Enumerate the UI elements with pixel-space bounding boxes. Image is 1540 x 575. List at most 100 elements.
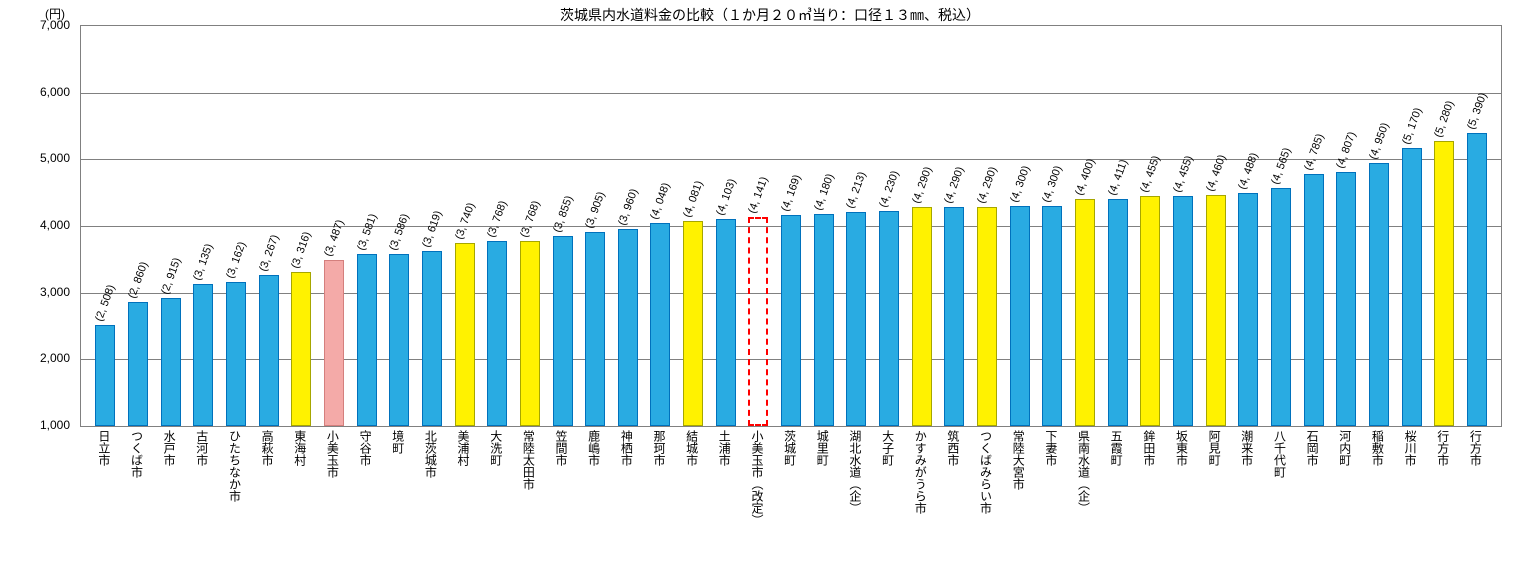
bar: [683, 221, 703, 426]
x-label-slot: 大子町: [872, 425, 905, 575]
x-label-slot: 河内町: [1329, 425, 1362, 575]
bar-slot: (4, 230): [873, 26, 906, 426]
y-tick-label: 3,000: [40, 285, 70, 299]
bar-value-label: (4, 290): [910, 165, 934, 205]
bar-value-label: (4, 807): [1334, 130, 1358, 170]
bar-slot: (2, 915): [154, 26, 187, 426]
x-label-slot: 阿見町: [1198, 425, 1231, 575]
bar-slot: (3, 586): [383, 26, 416, 426]
bar-value-label: (3, 316): [289, 230, 313, 270]
bar-value-label: (4, 290): [975, 165, 999, 205]
plot-area: (2, 508)(2, 860)(2, 915)(3, 135)(3, 162)…: [80, 25, 1502, 427]
bar-value-label: (2, 508): [94, 284, 118, 324]
x-label-slot: 坂東市: [1166, 425, 1199, 575]
bar: [1467, 133, 1487, 426]
x-tick-label: つくば市: [128, 430, 145, 478]
bar: [161, 298, 181, 426]
bar: [259, 275, 279, 426]
bar-value-label: (3, 768): [485, 200, 509, 240]
x-label-slot: 古河市: [186, 425, 219, 575]
y-tick-label: 6,000: [40, 85, 70, 99]
bar-slot: (4, 565): [1265, 26, 1298, 426]
x-label-slot: 笠間市: [545, 425, 578, 575]
bar-slot: (4, 169): [775, 26, 808, 426]
y-tick-label: 7,000: [40, 18, 70, 32]
bar: [977, 207, 997, 426]
bar: [1075, 199, 1095, 426]
x-tick-label: 稲敷市: [1369, 430, 1386, 466]
bar-slot: (4, 290): [905, 26, 938, 426]
x-tick-label: 鹿嶋市: [586, 430, 603, 466]
x-label-slot: 常陸大宮市: [1002, 425, 1035, 575]
bar-slot: (2, 860): [122, 26, 155, 426]
y-tick-label: 2,000: [40, 351, 70, 365]
bar-slot: (4, 081): [677, 26, 710, 426]
chart-title: 茨城県内水道料金の比較（１か月２０㎥当り：口径１３㎜、税込）: [0, 5, 1540, 25]
bar: [1238, 193, 1258, 426]
x-label-slot: 高萩市: [251, 425, 284, 575]
bar: [944, 207, 964, 426]
bar-slot: (4, 411): [1101, 26, 1134, 426]
bar-value-label: (2, 860): [126, 260, 150, 300]
bar: [1271, 188, 1291, 426]
x-label-slot: 茨城町: [774, 425, 807, 575]
bar: [1108, 199, 1128, 426]
y-tick-label: 4,000: [40, 218, 70, 232]
bar: [1206, 195, 1226, 426]
bar-slot: (3, 267): [252, 26, 285, 426]
x-label-slot: 鹿嶋市: [578, 425, 611, 575]
x-label-slot: 結城市: [676, 425, 709, 575]
bar-value-label: (3, 768): [518, 200, 542, 240]
x-tick-label: 潮来市: [1239, 430, 1256, 466]
bar: [618, 229, 638, 426]
x-label-slot: 下妻市: [1035, 425, 1068, 575]
x-tick-label: 茨城町: [782, 430, 799, 466]
bar: [1010, 206, 1030, 426]
bar-slot: (4, 455): [1167, 26, 1200, 426]
bar-value-label: (4, 169): [779, 173, 803, 213]
bar: [520, 241, 540, 426]
bar-slot: (4, 300): [1003, 26, 1036, 426]
bar: [128, 302, 148, 426]
bar: [1304, 174, 1324, 426]
bar-value-label: (5, 390): [1465, 92, 1489, 132]
bar-value-label: (3, 619): [420, 210, 444, 250]
x-tick-label: 笠間市: [553, 430, 570, 466]
bar-slot: (4, 455): [1134, 26, 1167, 426]
bar: [389, 254, 409, 426]
bar-slot: (3, 581): [350, 26, 383, 426]
bar: [1402, 148, 1422, 426]
bar-value-label: (4, 950): [1367, 121, 1391, 161]
bar: [912, 207, 932, 426]
x-label-slot: つくばみらい市: [970, 425, 1003, 575]
bar-value-label: (3, 960): [616, 187, 640, 227]
bar: [357, 254, 377, 426]
bar-value-label: (4, 565): [1269, 147, 1293, 187]
x-label-slot: 境町: [382, 425, 415, 575]
bar: [553, 236, 573, 426]
bar: [193, 284, 213, 426]
bar-value-label: (5, 170): [1400, 106, 1424, 146]
bar: [781, 215, 801, 426]
bar-value-label: (3, 905): [583, 191, 607, 231]
bar-value-label: (4, 455): [1171, 154, 1195, 194]
x-label-slot: 美浦村: [447, 425, 480, 575]
bar-value-label: (4, 300): [1008, 164, 1032, 204]
bar-value-label: (4, 213): [845, 170, 869, 210]
bar-slot: (5, 280): [1428, 26, 1461, 426]
bar: [1173, 196, 1193, 426]
bar-value-label: (3, 581): [355, 212, 379, 252]
bar: [1336, 172, 1356, 426]
x-tick-label: 筑西市: [945, 430, 962, 466]
x-label-slot: かすみがうら市: [904, 425, 937, 575]
x-tick-label: 守谷市: [357, 430, 374, 466]
x-tick-label: 土浦市: [716, 430, 733, 466]
bar: [1434, 141, 1454, 426]
x-label-slot: 日立市: [88, 425, 121, 575]
bar-value-label: (4, 081): [681, 179, 705, 219]
x-label-slot: 鉾田市: [1133, 425, 1166, 575]
x-tick-label: 城里町: [814, 430, 831, 466]
bar-value-label: (5, 280): [1432, 99, 1456, 139]
bar: [585, 232, 605, 426]
x-tick-label: 高萩市: [259, 430, 276, 466]
